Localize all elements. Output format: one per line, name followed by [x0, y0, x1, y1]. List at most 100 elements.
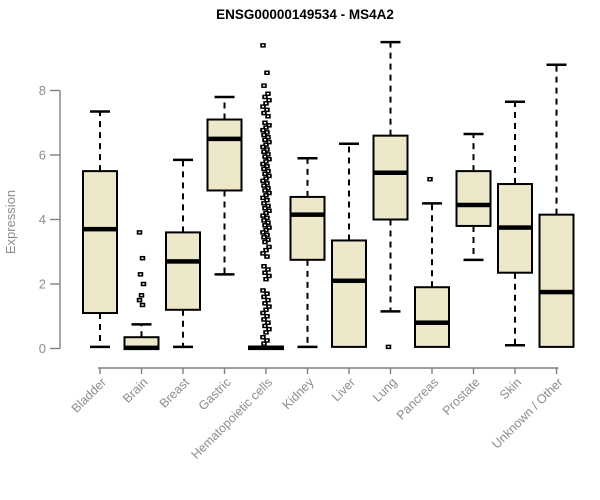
x-tick-label: Pancreas [394, 375, 441, 422]
outlier-point-center [265, 126, 267, 129]
outlier-point-center [267, 136, 269, 139]
outlier-point-center [266, 315, 268, 317]
outlier-point-center [267, 221, 269, 224]
outlier-point-center [265, 331, 267, 334]
outlier-point-center [263, 202, 265, 205]
outlier-point-center [264, 172, 266, 175]
outlier-point-center [262, 289, 264, 292]
outlier-point-center [267, 321, 269, 324]
outlier-point-center [268, 175, 270, 177]
outlier-point-center [268, 226, 270, 229]
box-brain [123, 230, 160, 351]
outlier-point-center [262, 214, 264, 217]
outlier-point-center [263, 84, 265, 87]
iqr-box [82, 170, 118, 315]
x-tick-label: Bladder [69, 375, 109, 415]
box-lung [372, 40, 409, 350]
outlier-point-center [264, 241, 266, 243]
median-line [82, 226, 118, 232]
outlier-point-center [266, 339, 268, 342]
outlier-point-center [268, 275, 270, 277]
outlier-point-center [262, 129, 264, 131]
outlier-point-center [141, 304, 144, 306]
box-prostate [455, 132, 492, 262]
outlier-point-center [265, 177, 267, 180]
median-line [248, 345, 284, 351]
y-axis-label: Expression [3, 190, 18, 254]
outlier-point-center [268, 328, 270, 330]
outlier-point-center [142, 283, 145, 285]
box-unknown-other [538, 63, 575, 348]
outlier-point-center [266, 109, 268, 111]
outlier-point-center [138, 299, 141, 301]
outlier-point-center [262, 146, 264, 148]
outlier-point-center [263, 134, 265, 136]
x-tick-label: Hematopoietic cells [189, 375, 276, 462]
outlier-point-center [267, 239, 269, 241]
outlier-point-center [263, 168, 265, 170]
outlier-point-center [266, 182, 268, 185]
outlier-point-center [265, 143, 267, 146]
y-tick-label: 0 [39, 341, 46, 356]
outlier-point-center [138, 231, 141, 234]
outlier-point-center [262, 336, 264, 338]
outlier-point-center [262, 252, 264, 255]
outlier-point-center [267, 205, 269, 207]
outlier-point-center [262, 312, 264, 314]
outlier-point-center [262, 180, 264, 182]
outlier-point-center [265, 102, 267, 105]
y-tick-label: 6 [39, 148, 46, 163]
outlier-point-center [268, 158, 270, 160]
median-line [455, 202, 492, 208]
iqr-box [289, 195, 326, 261]
outlier-point-center [268, 124, 270, 127]
box-pancreas [414, 176, 450, 348]
x-tick-label: Gastric [196, 375, 234, 413]
outlier-point-center [268, 246, 270, 248]
outlier-point-center [263, 219, 265, 222]
iqr-box [206, 118, 243, 192]
outlier-point-center [266, 131, 268, 134]
outlier-point-center [268, 141, 270, 143]
outlier-point-center [265, 194, 267, 197]
outlier-point-center [263, 265, 265, 268]
median-line [123, 345, 160, 351]
outlier-point-center [265, 278, 267, 280]
box-bladder [82, 110, 118, 349]
x-tick-label: Kidney [280, 375, 317, 412]
outlier-point-center [268, 99, 270, 101]
outlier-point-center [267, 115, 269, 118]
outlier-point-center [141, 257, 144, 259]
median-line [206, 136, 243, 142]
x-tick-label: Lung [370, 375, 400, 405]
box-liver [331, 142, 367, 348]
x-tick-label: Breast [157, 375, 193, 411]
outlier-point-center [267, 92, 269, 95]
x-tick-label: Unknown / Other [489, 375, 565, 451]
outlier-point-center [139, 273, 142, 276]
outlier-point-center [266, 148, 268, 151]
outlier-point-center [263, 112, 265, 114]
iqr-box [372, 134, 409, 221]
outlier-point-center [266, 234, 268, 236]
outlier-point-center [265, 160, 267, 163]
outlier-point-center [268, 192, 270, 194]
box-groups [82, 40, 575, 351]
outlier-point-center [387, 346, 390, 348]
outlier-point-center [266, 165, 268, 168]
iqr-box [455, 170, 492, 227]
outlier-point-center [264, 189, 266, 192]
outlier-point-center [262, 44, 264, 47]
outlier-point-center [265, 229, 267, 231]
outlier-point-center [263, 342, 265, 345]
box-hematopoietic-cells [248, 43, 284, 351]
median-line [414, 320, 450, 325]
outlier-point-center [263, 151, 265, 153]
x-tick-label: Prostate [440, 375, 483, 418]
outlier-point-center [264, 207, 266, 209]
iqr-box [331, 239, 367, 348]
outlier-point-center [263, 236, 265, 238]
outlier-point-center [140, 294, 143, 297]
